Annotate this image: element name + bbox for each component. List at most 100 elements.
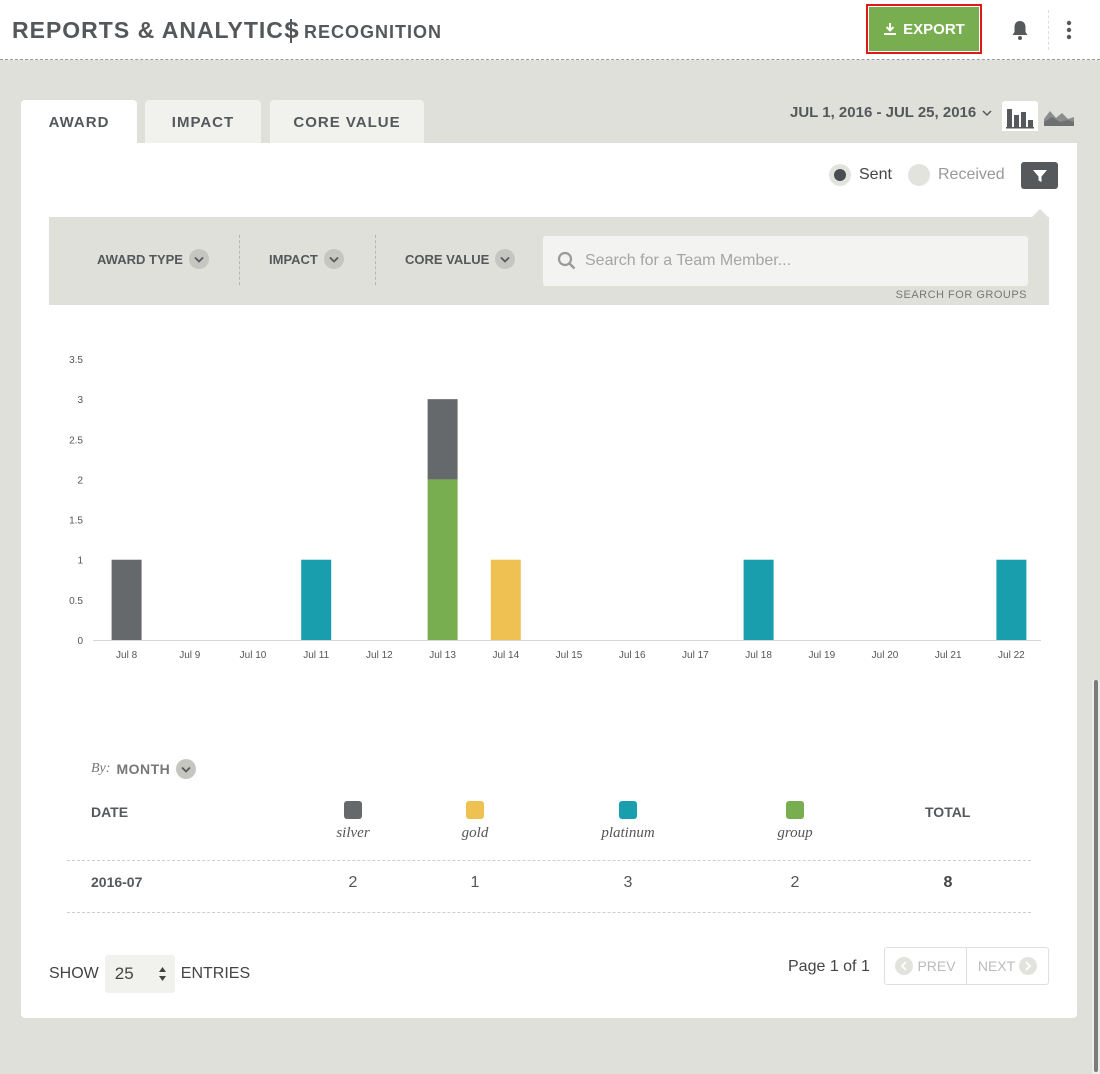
chevron-down-icon: [495, 249, 516, 269]
report-card: Sent Received AWARD TYPE IMPACT CORE VAL…: [21, 143, 1077, 1018]
core-value-label: CORE VALUE: [405, 251, 490, 267]
group-by-prefix: By:: [91, 761, 111, 776]
legend-label-platinum: platinum: [601, 825, 655, 841]
x-tick-label: Jul 20: [872, 650, 899, 661]
filter-divider: [239, 235, 240, 285]
received-label: Received: [938, 166, 1005, 183]
tab-core-value[interactable]: CORE VALUE: [270, 100, 424, 144]
x-tick-label: Jul 19: [808, 650, 835, 661]
area-chart-view-button[interactable]: [1042, 103, 1076, 129]
header-divider: [1048, 10, 1049, 50]
title-divider: [290, 19, 292, 43]
y-tick-label: 2.5: [69, 435, 83, 446]
chevron-down-icon: [982, 109, 992, 116]
date-range-picker[interactable]: JUL 1, 2016 - JUL 25, 2016: [790, 104, 992, 121]
scrollbar-thumb[interactable]: [1094, 680, 1098, 1072]
entries-label: ENTRIES: [180, 965, 251, 982]
legend-swatch-silver: [344, 801, 362, 819]
entries-value: 25: [114, 964, 134, 983]
filter-panel: AWARD TYPE IMPACT CORE VALUE SEARCH FOR …: [49, 217, 1049, 305]
table-divider: [67, 860, 1031, 861]
row-platinum: 3: [623, 874, 633, 891]
date-range-label: JUL 1, 2016 - JUL 25, 2016: [790, 104, 977, 121]
award-bar-chart: 0 0.5 1 1.5 2 2.5 3 3.5 Jul 8 Jul 9 Jul 10 Jul 11 Ju…: [69, 355, 1041, 661]
chevron-down-icon: [188, 249, 209, 269]
export-label: EXPORT: [903, 20, 965, 38]
y-tick-label: 0.5: [69, 596, 83, 607]
page-subtitle: RECOGNITION: [304, 22, 443, 42]
bar-platinum: [996, 559, 1027, 640]
top-bar: REPORTS & ANALYTICS RECOGNITION EXPORT: [0, 0, 1100, 60]
x-tick-label: Jul 18: [745, 650, 772, 661]
legend-swatch-platinum: [619, 801, 637, 819]
legend-label-gold: gold: [461, 825, 489, 841]
filter-divider: [375, 235, 376, 285]
filter-panel-caret: [1032, 209, 1048, 217]
x-tick-label: Jul 9: [179, 650, 201, 661]
tab-award[interactable]: AWARD: [21, 100, 137, 144]
award-type-label: AWARD TYPE: [97, 251, 183, 267]
next-label: NEXT: [977, 958, 1016, 974]
page-info: Page 1 of 1: [788, 958, 870, 975]
sent-radio[interactable]: Sent: [829, 164, 892, 186]
table-divider: [67, 912, 1031, 913]
bar-chart-view-button[interactable]: [1002, 101, 1038, 131]
legend-label-group: group: [777, 825, 813, 841]
search-input[interactable]: [585, 252, 1005, 270]
chevron-down-icon: [176, 759, 197, 779]
group-by-dropdown[interactable]: By: MONTH: [91, 759, 197, 779]
x-tick-label: Jul 16: [619, 650, 646, 661]
legend-label-silver: silver: [336, 825, 370, 841]
x-tick-label: Jul 17: [682, 650, 709, 661]
chevron-right-icon: [1019, 957, 1038, 975]
bell-icon[interactable]: [1008, 18, 1032, 42]
row-group: 2: [790, 874, 800, 891]
search-groups-link[interactable]: SEARCH FOR GROUPS: [895, 289, 1027, 301]
filter-icon: [1032, 169, 1047, 182]
download-icon: [884, 23, 897, 35]
area-chart-icon: [1044, 111, 1074, 126]
legend-swatch-gold: [466, 801, 484, 819]
bar-platinum: [743, 559, 774, 640]
x-tick-label: Jul 13: [429, 650, 456, 661]
pagination: PREV NEXT: [884, 947, 1049, 985]
y-tick-label: 1.5: [69, 516, 83, 527]
legend-swatch-group: [786, 801, 804, 819]
y-tick-label: 3.5: [69, 355, 83, 366]
impact-dropdown[interactable]: IMPACT: [269, 249, 344, 269]
chevron-left-icon: [895, 957, 914, 975]
x-tick-label: Jul 21: [935, 650, 962, 661]
row-total: 8: [943, 874, 953, 891]
y-tick-label: 1: [77, 556, 83, 567]
received-radio[interactable]: Received: [908, 164, 1005, 186]
row-date: 2016-07: [91, 874, 143, 890]
x-tick-label: Jul 15: [556, 650, 583, 661]
x-tick-label: Jul 12: [366, 650, 393, 661]
entries-control: SHOW 25 ENTRIES: [49, 955, 250, 993]
y-tick-label: 0: [77, 636, 83, 647]
award-type-dropdown[interactable]: AWARD TYPE: [97, 249, 209, 269]
chevron-down-icon: [323, 249, 344, 269]
y-tick-label: 3: [77, 395, 83, 406]
more-vertical-icon[interactable]: [1062, 18, 1076, 42]
entries-select[interactable]: 25: [104, 955, 175, 993]
x-tick-label: Jul 8: [116, 650, 138, 661]
sent-label: Sent: [859, 166, 892, 183]
date-column-header: DATE: [91, 804, 129, 820]
search-icon: [557, 251, 576, 270]
prev-button[interactable]: PREV: [885, 948, 966, 984]
bar-platinum: [301, 559, 332, 640]
next-button[interactable]: NEXT: [966, 948, 1048, 984]
show-label: SHOW: [49, 965, 99, 982]
tab-impact[interactable]: IMPACT: [145, 100, 261, 144]
bar-silver: [427, 399, 458, 480]
export-button[interactable]: EXPORT: [869, 7, 979, 51]
impact-label: IMPACT: [269, 251, 318, 267]
core-value-dropdown[interactable]: CORE VALUE: [405, 249, 516, 269]
total-column-header: TOTAL: [925, 804, 971, 820]
radio-unchecked: [908, 164, 930, 186]
page-title: REPORTS & ANALYTICS: [12, 17, 301, 43]
x-tick-label: Jul 10: [240, 650, 267, 661]
row-gold: 1: [470, 874, 480, 891]
filter-toggle-button[interactable]: [1021, 162, 1058, 189]
